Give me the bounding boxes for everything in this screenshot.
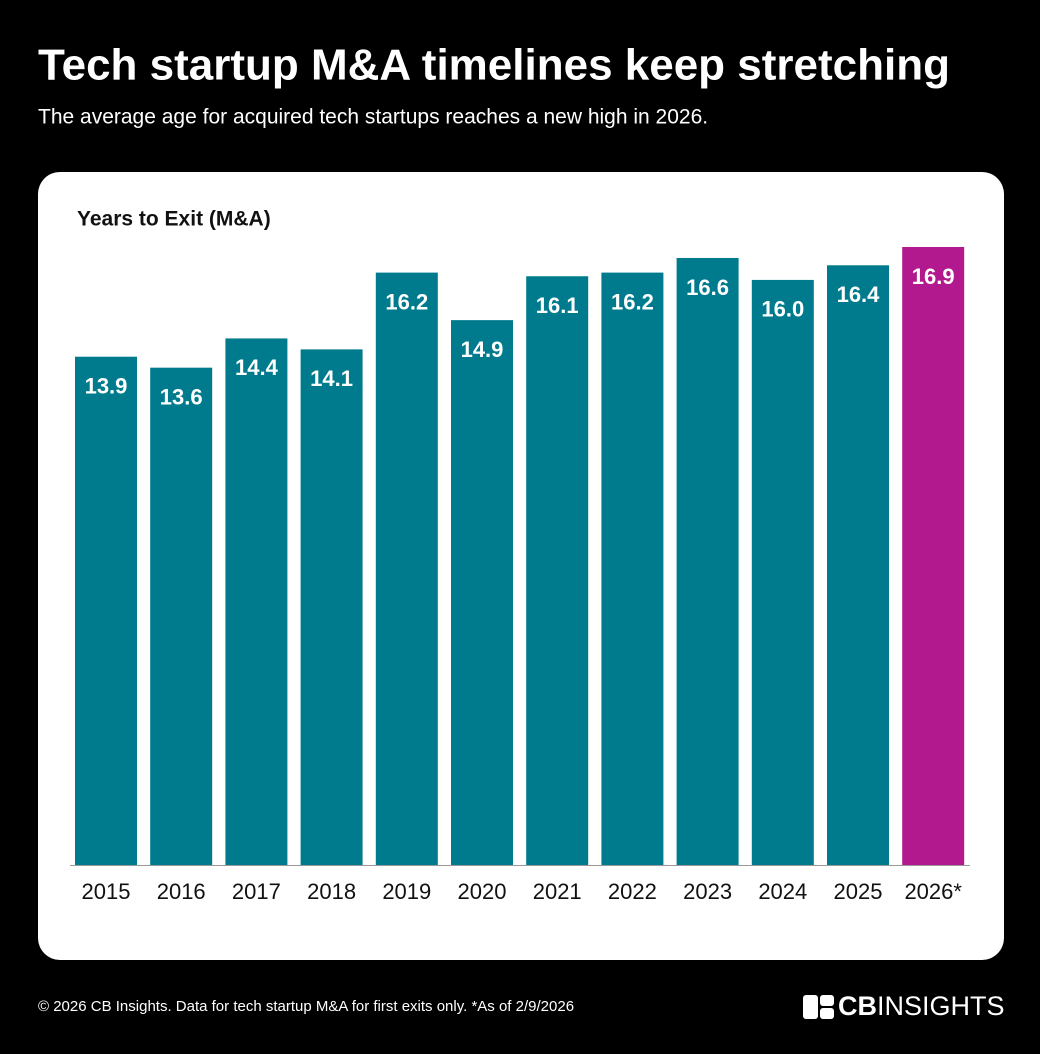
value-label: 16.2 [385,289,428,314]
bar [451,320,513,865]
x-tick-label: 2017 [232,879,281,904]
value-label: 16.2 [611,289,654,314]
bar [676,257,739,865]
logo-bold: CB [838,991,877,1021]
bar [902,247,965,865]
x-tick-label: 2024 [758,879,807,904]
x-tick-label: 2021 [533,879,582,904]
x-tick-label: 2020 [458,879,507,904]
bar [526,276,589,866]
chart-title: Tech startup M&A timelines keep stretchi… [38,41,950,90]
logo: CBINSIGHTS [803,991,1005,1021]
logo-icon [820,995,834,1006]
x-tick-label: 2026* [904,879,962,904]
bar [601,272,664,865]
logo-light: INSIGHTS [877,991,1005,1021]
x-tick-label: 2025 [834,879,883,904]
logo-icon [803,995,818,1019]
bar [300,349,363,866]
logo-icon [820,1008,834,1019]
value-label: 16.1 [536,293,579,318]
value-label: 16.6 [686,275,729,300]
x-tick-label: 2018 [307,879,356,904]
x-tick-label: 2023 [683,879,732,904]
value-label: 14.4 [235,355,279,380]
x-tick-label: 2016 [157,879,206,904]
value-label: 16.9 [912,264,955,289]
value-label: 14.9 [461,337,504,362]
y-axis-label: Years to Exit (M&A) [77,208,271,231]
value-label: 13.6 [160,384,203,409]
chart-subtitle: The average age for acquired tech startu… [38,106,708,129]
value-label: 14.1 [310,366,353,391]
logo-text: CBINSIGHTS [838,991,1005,1021]
x-tick-label: 2022 [608,879,657,904]
value-label: 16.4 [837,282,881,307]
bar [225,338,288,865]
bar [75,356,137,865]
x-tick-label: 2019 [382,879,431,904]
footer: © 2026 CB Insights. Data for tech startu… [38,998,574,1015]
bar [827,265,889,865]
bar [375,272,438,865]
value-label: 16.0 [761,297,804,322]
value-label: 13.9 [85,374,128,399]
bar [751,279,814,865]
x-tick-label: 2015 [82,879,131,904]
bar [150,367,213,865]
